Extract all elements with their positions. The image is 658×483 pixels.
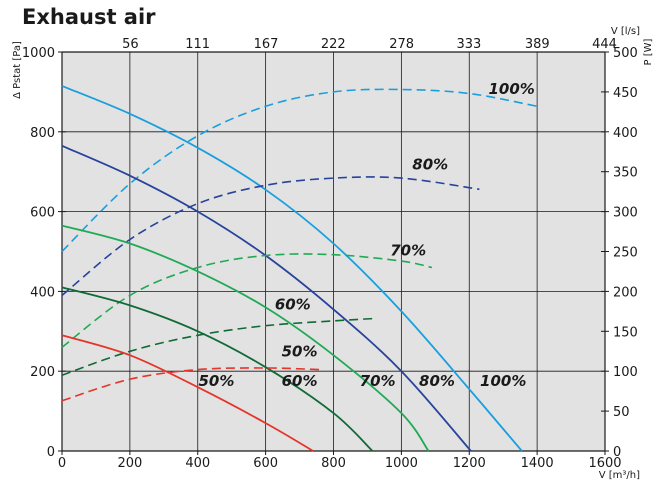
right-y-tick-label: 150 [613, 325, 638, 340]
y-tick-label: 600 [30, 206, 55, 221]
x-tick-label: 200 [117, 456, 142, 471]
x-tick-label: 0 [58, 456, 66, 471]
top-x-axis-title: V [l/s] [611, 26, 640, 37]
right-y-tick-label: 0 [613, 445, 621, 460]
power-curve-label: 60% [275, 295, 311, 313]
power-curve-label: 70% [390, 242, 426, 260]
pressure-curve-label: 80% [419, 372, 455, 390]
power-curve-50-percent [61, 367, 320, 402]
power-curve-60-percent [61, 317, 375, 376]
x-tick-label: 1600 [588, 456, 621, 471]
y-tick-label: 200 [30, 365, 55, 380]
x-tick-label: 600 [253, 456, 278, 471]
right-y-tick-label: 300 [613, 206, 638, 221]
pressure-curve-50-percent [61, 334, 314, 452]
power-curve-label: 50% [282, 342, 318, 360]
right-y-axis-title: P [W] [643, 38, 654, 65]
right-y-tick-label: 350 [613, 166, 638, 181]
y-tick-label: 400 [30, 285, 55, 300]
power-curve-label: 100% [489, 80, 535, 98]
pressure-curve-label: 70% [360, 372, 396, 390]
pressure-curve-70-percent [61, 224, 430, 452]
pressure-curve-label: 100% [480, 372, 526, 390]
right-y-tick-label: 50 [613, 405, 630, 420]
top-x-tick-label: 333 [456, 37, 481, 52]
pressure-curve-label: 50% [198, 372, 234, 390]
right-y-tick-label: 400 [613, 126, 638, 141]
x-tick-label: 1200 [453, 456, 486, 471]
top-x-tick-label: 111 [185, 37, 210, 52]
pressure-curve-label: 60% [282, 372, 318, 390]
y-tick-label: 1000 [22, 46, 55, 61]
top-x-tick-label: 389 [525, 37, 550, 52]
right-y-tick-label: 200 [613, 285, 638, 300]
y-axis-title: Δ Pstat [Pa] [12, 41, 23, 99]
page-title: Exhaust air [22, 5, 156, 29]
y-tick-label: 800 [30, 126, 55, 141]
right-y-tick-label: 450 [613, 86, 638, 101]
x-tick-label: 800 [321, 456, 346, 471]
x-axis-title: V [m³/h] [599, 470, 640, 481]
top-x-tick-label: 222 [321, 37, 346, 52]
pressure-curve-60-percent [61, 286, 374, 452]
pressure-curve-100-percent [61, 85, 523, 452]
x-tick-label: 400 [185, 456, 210, 471]
y-tick-label: 0 [47, 445, 55, 460]
top-x-tick-label: 444 [592, 37, 617, 52]
pressure-curve-80-percent [61, 144, 472, 452]
top-x-tick-label: 56 [122, 37, 139, 52]
power-curve-label: 80% [412, 156, 448, 174]
right-y-tick-label: 500 [613, 46, 638, 61]
top-x-tick-label: 278 [389, 37, 414, 52]
right-y-tick-label: 250 [613, 246, 638, 261]
top-x-tick-label: 167 [254, 37, 279, 52]
power-curve-80-percent [61, 176, 480, 297]
x-tick-label: 1000 [385, 456, 418, 471]
power-curve-70-percent [61, 253, 433, 348]
x-tick-label: 1400 [521, 456, 554, 471]
power-curve-100-percent [61, 88, 538, 253]
right-y-tick-label: 100 [613, 365, 638, 380]
